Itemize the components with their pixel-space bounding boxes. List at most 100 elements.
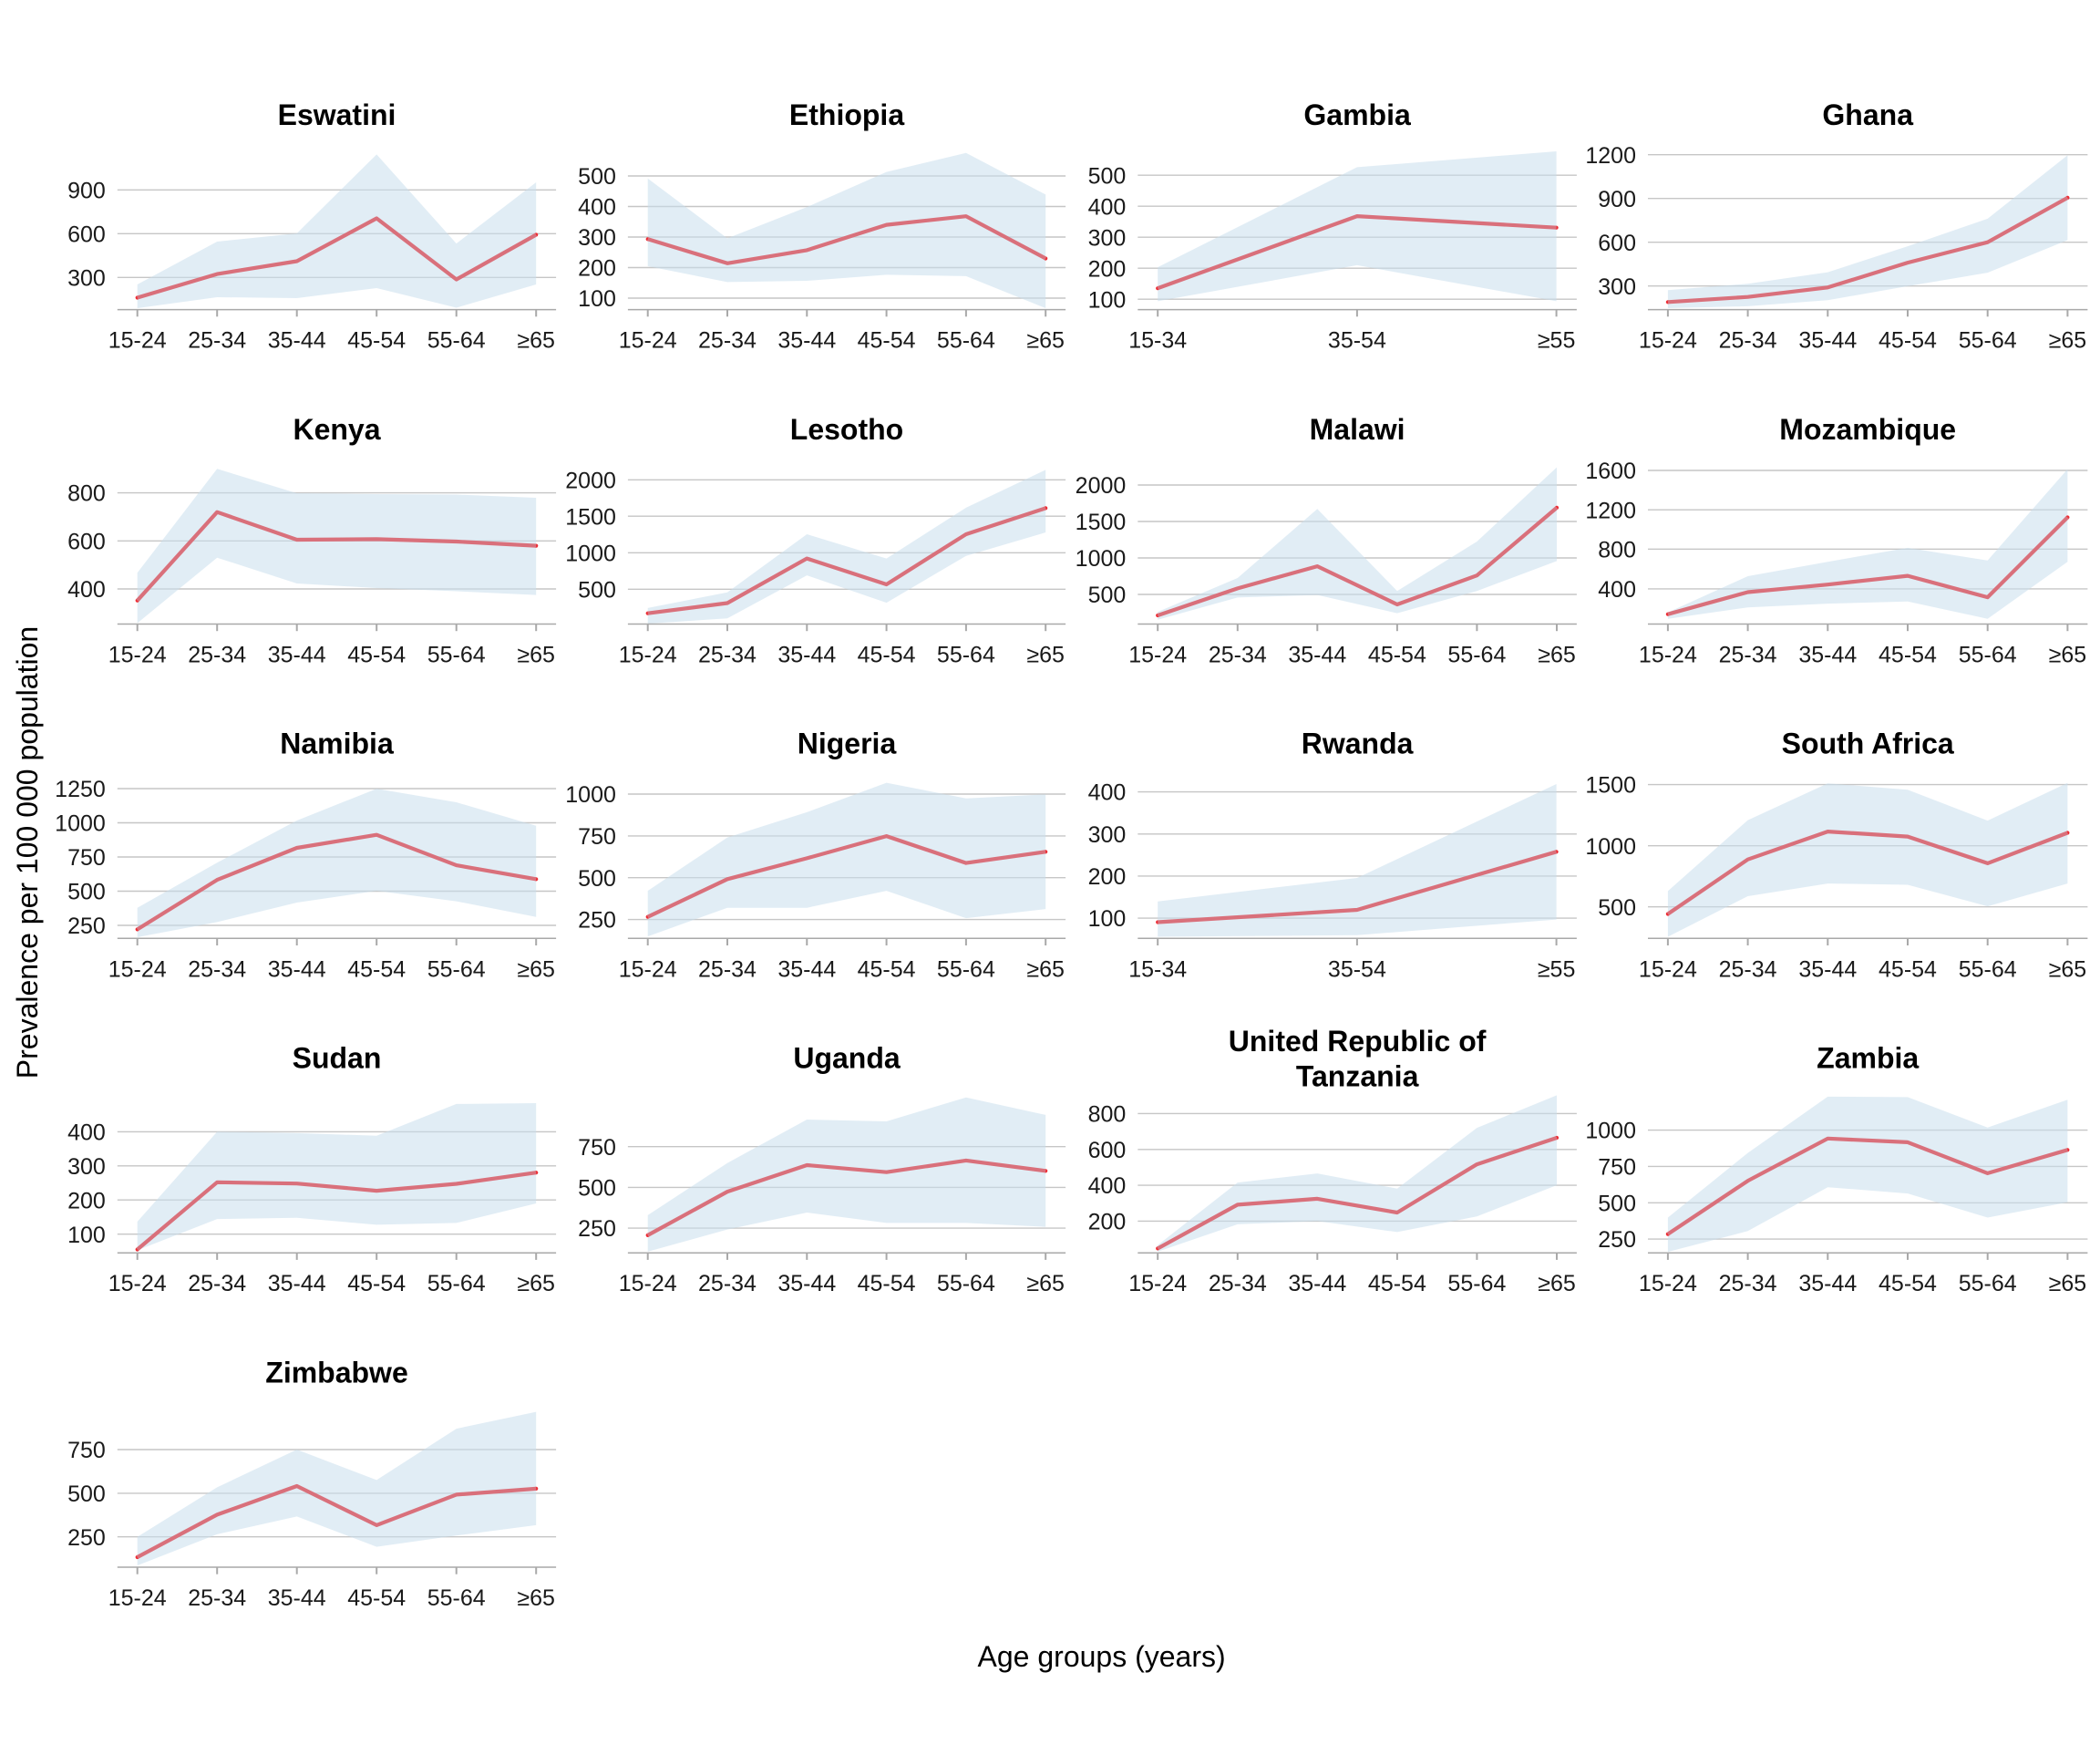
svg-text:500: 500 (67, 880, 106, 905)
svg-text:≥65: ≥65 (1538, 643, 1576, 668)
svg-text:1500: 1500 (1585, 773, 1636, 799)
svg-text:35-44: 35-44 (1798, 1271, 1857, 1296)
svg-text:≥65: ≥65 (517, 328, 555, 354)
svg-text:≥65: ≥65 (1026, 643, 1065, 668)
svg-text:600: 600 (67, 529, 106, 554)
svg-text:35-44: 35-44 (777, 328, 836, 354)
svg-text:Malawi: Malawi (1310, 413, 1405, 446)
svg-text:25-34: 25-34 (1719, 328, 1777, 354)
svg-text:1000: 1000 (565, 782, 616, 808)
svg-text:45-54: 45-54 (1879, 1271, 1937, 1296)
svg-text:35-44: 35-44 (1798, 643, 1857, 668)
svg-text:1000: 1000 (1585, 1119, 1636, 1144)
svg-text:15-24: 15-24 (1639, 956, 1697, 982)
svg-text:1000: 1000 (55, 811, 106, 837)
svg-text:1000: 1000 (1076, 546, 1127, 572)
svg-text:South Africa: South Africa (1782, 728, 1954, 760)
svg-text:Gambia: Gambia (1303, 98, 1411, 131)
svg-text:25-34: 25-34 (188, 643, 246, 668)
svg-text:200: 200 (1088, 256, 1127, 282)
svg-text:100: 100 (67, 1223, 106, 1248)
svg-text:800: 800 (1088, 1102, 1127, 1128)
svg-text:Eswatini: Eswatini (278, 98, 396, 131)
svg-text:200: 200 (67, 1188, 106, 1213)
svg-text:900: 900 (67, 178, 106, 203)
svg-text:35-54: 35-54 (1328, 956, 1386, 982)
svg-text:15-24: 15-24 (108, 956, 167, 982)
svg-text:Zimbabwe: Zimbabwe (265, 1356, 407, 1389)
svg-text:45-54: 45-54 (347, 1271, 406, 1296)
svg-text:≥55: ≥55 (1538, 956, 1576, 982)
svg-text:500: 500 (1088, 583, 1127, 608)
svg-text:55-64: 55-64 (1959, 1271, 2017, 1296)
svg-text:300: 300 (1088, 225, 1127, 251)
svg-text:55-64: 55-64 (1447, 643, 1506, 668)
svg-text:45-54: 45-54 (347, 328, 406, 354)
svg-text:500: 500 (578, 164, 616, 190)
svg-text:15-24: 15-24 (1639, 643, 1697, 668)
svg-text:45-54: 45-54 (1368, 1271, 1426, 1296)
svg-text:45-54: 45-54 (1879, 643, 1937, 668)
svg-text:Namibia: Namibia (280, 728, 394, 760)
svg-text:≥65: ≥65 (1538, 1271, 1576, 1296)
svg-text:15-24: 15-24 (108, 1271, 167, 1296)
svg-text:1600: 1600 (1585, 459, 1636, 484)
svg-text:45-54: 45-54 (347, 956, 406, 982)
svg-text:55-64: 55-64 (1959, 643, 2017, 668)
svg-text:25-34: 25-34 (698, 1271, 757, 1296)
svg-text:15-34: 15-34 (1128, 328, 1187, 354)
svg-text:400: 400 (578, 195, 616, 221)
svg-text:100: 100 (1088, 287, 1127, 313)
svg-text:45-54: 45-54 (1879, 328, 1937, 354)
svg-text:400: 400 (1088, 194, 1127, 220)
svg-text:250: 250 (67, 914, 106, 939)
svg-text:500: 500 (578, 577, 616, 603)
svg-text:35-44: 35-44 (268, 643, 326, 668)
svg-text:500: 500 (578, 1176, 616, 1202)
svg-text:300: 300 (67, 1154, 106, 1180)
svg-text:25-34: 25-34 (188, 328, 246, 354)
svg-text:45-54: 45-54 (858, 328, 916, 354)
svg-text:15-24: 15-24 (619, 956, 677, 982)
svg-text:900: 900 (1598, 187, 1636, 212)
svg-text:400: 400 (1598, 577, 1636, 603)
svg-text:15-24: 15-24 (619, 1271, 677, 1296)
svg-text:750: 750 (1598, 1155, 1636, 1181)
svg-text:≥65: ≥65 (1026, 1271, 1065, 1296)
svg-text:15-24: 15-24 (108, 1585, 167, 1611)
svg-text:35-54: 35-54 (1328, 328, 1386, 354)
svg-text:400: 400 (67, 577, 106, 603)
svg-text:600: 600 (1598, 231, 1636, 256)
svg-text:750: 750 (67, 1438, 106, 1463)
svg-text:25-34: 25-34 (1209, 1271, 1267, 1296)
svg-text:≥65: ≥65 (517, 956, 555, 982)
svg-text:Rwanda: Rwanda (1302, 728, 1414, 760)
svg-text:Prevalence per 100 000 populat: Prevalence per 100 000 population (11, 626, 44, 1079)
svg-text:200: 200 (1088, 864, 1127, 890)
svg-text:300: 300 (1088, 822, 1127, 848)
svg-text:35-44: 35-44 (268, 956, 326, 982)
svg-text:800: 800 (1598, 537, 1636, 563)
svg-text:750: 750 (578, 824, 616, 850)
svg-text:45-54: 45-54 (858, 1271, 916, 1296)
svg-text:Mozambique: Mozambique (1779, 413, 1956, 446)
svg-text:≥65: ≥65 (1026, 328, 1065, 354)
svg-text:500: 500 (67, 1481, 106, 1507)
svg-text:25-34: 25-34 (188, 956, 246, 982)
svg-text:United Republic of: United Republic of (1229, 1025, 1487, 1058)
svg-text:25-34: 25-34 (1719, 956, 1777, 982)
svg-text:1200: 1200 (1585, 143, 1636, 169)
svg-text:2000: 2000 (565, 468, 616, 493)
svg-text:15-24: 15-24 (1639, 328, 1697, 354)
svg-text:750: 750 (67, 845, 106, 871)
svg-text:Ethiopia: Ethiopia (789, 98, 904, 131)
svg-text:≥65: ≥65 (517, 1271, 555, 1296)
svg-text:300: 300 (67, 265, 106, 291)
svg-text:≥65: ≥65 (2049, 328, 2087, 354)
svg-text:25-34: 25-34 (1719, 1271, 1777, 1296)
svg-text:55-64: 55-64 (1447, 1271, 1506, 1296)
svg-text:1250: 1250 (55, 777, 106, 802)
svg-text:35-44: 35-44 (777, 643, 836, 668)
svg-text:55-64: 55-64 (937, 1271, 995, 1296)
svg-text:55-64: 55-64 (1959, 956, 2017, 982)
